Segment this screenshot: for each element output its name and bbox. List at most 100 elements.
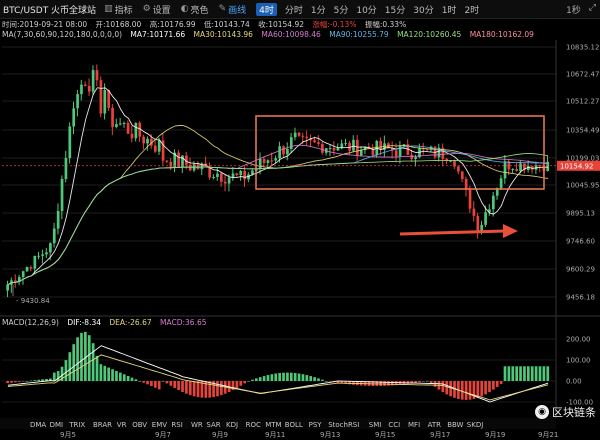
- candle[interactable]: [95, 70, 99, 81]
- interval-1s[interactable]: 1秒: [566, 6, 581, 16]
- candle[interactable]: [91, 70, 95, 92]
- candle[interactable]: [464, 179, 468, 190]
- interval-1h[interactable]: 1时: [441, 5, 457, 16]
- candle[interactable]: [138, 122, 142, 137]
- candle[interactable]: [243, 170, 247, 180]
- candle[interactable]: [363, 146, 367, 151]
- indicator-tab[interactable]: OBV: [132, 421, 147, 429]
- candle[interactable]: [239, 170, 243, 176]
- candle[interactable]: [321, 143, 324, 153]
- candle[interactable]: [99, 80, 103, 114]
- indicator-tab[interactable]: PSY: [309, 421, 323, 429]
- candle[interactable]: [523, 163, 526, 170]
- candle[interactable]: [293, 132, 297, 138]
- candle[interactable]: [68, 126, 72, 159]
- interval-10m[interactable]: 10分: [356, 5, 377, 16]
- candle[interactable]: [359, 150, 363, 156]
- candle[interactable]: [60, 179, 64, 211]
- candle[interactable]: [150, 138, 153, 146]
- candle[interactable]: [262, 158, 266, 163]
- candle[interactable]: [317, 142, 320, 144]
- indicator-tab[interactable]: KDJ: [226, 421, 238, 429]
- candle[interactable]: [212, 176, 215, 178]
- candle[interactable]: [460, 171, 464, 180]
- candle[interactable]: [173, 152, 177, 169]
- candle[interactable]: [526, 166, 530, 170]
- candle[interactable]: [356, 139, 359, 156]
- indicator-tab[interactable]: DMI: [50, 421, 64, 429]
- candle[interactable]: [472, 208, 476, 216]
- candle[interactable]: [130, 133, 134, 139]
- indicators-button[interactable]: ▥ 指标: [104, 3, 133, 16]
- indicator-tab[interactable]: VR: [117, 421, 127, 429]
- candle[interactable]: [146, 138, 149, 144]
- candle[interactable]: [398, 145, 402, 157]
- interval-30m[interactable]: 30分: [413, 5, 434, 16]
- candle[interactable]: [200, 163, 204, 170]
- indicator-tab[interactable]: DMA: [30, 421, 46, 429]
- candle[interactable]: [216, 173, 219, 177]
- candle[interactable]: [297, 132, 301, 136]
- candle[interactable]: [103, 90, 107, 114]
- candle[interactable]: [142, 136, 145, 144]
- trading-pair-label[interactable]: BTC/USDT 火币全球站: [3, 5, 97, 16]
- candle[interactable]: [220, 173, 223, 182]
- candle[interactable]: [328, 147, 332, 149]
- candle[interactable]: [406, 144, 410, 155]
- candle[interactable]: [348, 142, 351, 151]
- settings-button[interactable]: ⚙ 设置: [143, 3, 171, 16]
- candle[interactable]: [165, 160, 169, 162]
- candle[interactable]: [418, 148, 421, 158]
- indicator-tab[interactable]: MFI: [408, 421, 420, 429]
- candle[interactable]: [503, 161, 507, 179]
- candle[interactable]: [72, 108, 76, 127]
- candle[interactable]: [422, 148, 425, 150]
- candle[interactable]: [251, 170, 254, 175]
- candle[interactable]: [274, 158, 278, 161]
- candle[interactable]: [425, 148, 429, 150]
- candle[interactable]: [499, 178, 503, 189]
- candle[interactable]: [84, 84, 87, 86]
- candle[interactable]: [87, 85, 91, 92]
- interval-2h[interactable]: 2时: [464, 5, 480, 16]
- indicator-tab[interactable]: BRAR: [93, 421, 112, 429]
- candle[interactable]: [185, 155, 188, 165]
- indicator-tab[interactable]: RSI: [171, 421, 182, 429]
- candle[interactable]: [352, 139, 355, 151]
- candle[interactable]: [344, 142, 348, 144]
- candle[interactable]: [231, 173, 235, 178]
- candle[interactable]: [340, 143, 344, 148]
- candle[interactable]: [313, 140, 316, 143]
- candle[interactable]: [41, 254, 44, 256]
- candle[interactable]: [480, 224, 484, 233]
- candle[interactable]: [270, 160, 274, 162]
- fullscreen-icon[interactable]: ⤢: [588, 3, 596, 13]
- candle[interactable]: [390, 148, 394, 151]
- candle[interactable]: [371, 149, 375, 156]
- indicator-tab[interactable]: MTM: [265, 421, 281, 429]
- candle[interactable]: [181, 155, 184, 168]
- indicator-tab[interactable]: SAR: [206, 421, 220, 429]
- candle[interactable]: [266, 160, 270, 163]
- interval-1m[interactable]: 1分: [310, 5, 326, 16]
- indicator-tab[interactable]: SKDJ: [467, 421, 484, 429]
- candle[interactable]: [45, 252, 48, 255]
- interval-5m[interactable]: 5分: [333, 5, 349, 16]
- candle[interactable]: [488, 209, 491, 213]
- indicator-tab[interactable]: EMV: [152, 421, 167, 429]
- candle[interactable]: [169, 161, 173, 169]
- candle[interactable]: [476, 215, 480, 233]
- candle[interactable]: [289, 137, 293, 149]
- candle[interactable]: [278, 146, 281, 159]
- candle[interactable]: [515, 169, 519, 172]
- candle[interactable]: [177, 152, 180, 168]
- drawing-button[interactable]: ✎ 画线: [219, 3, 247, 16]
- indicator-tab[interactable]: ATR: [428, 421, 442, 429]
- interval-timeline[interactable]: 分时: [284, 5, 303, 16]
- candle[interactable]: [107, 90, 111, 108]
- candle[interactable]: [546, 161, 550, 171]
- candle[interactable]: [235, 173, 239, 176]
- candle[interactable]: [457, 166, 460, 172]
- candle[interactable]: [468, 189, 472, 209]
